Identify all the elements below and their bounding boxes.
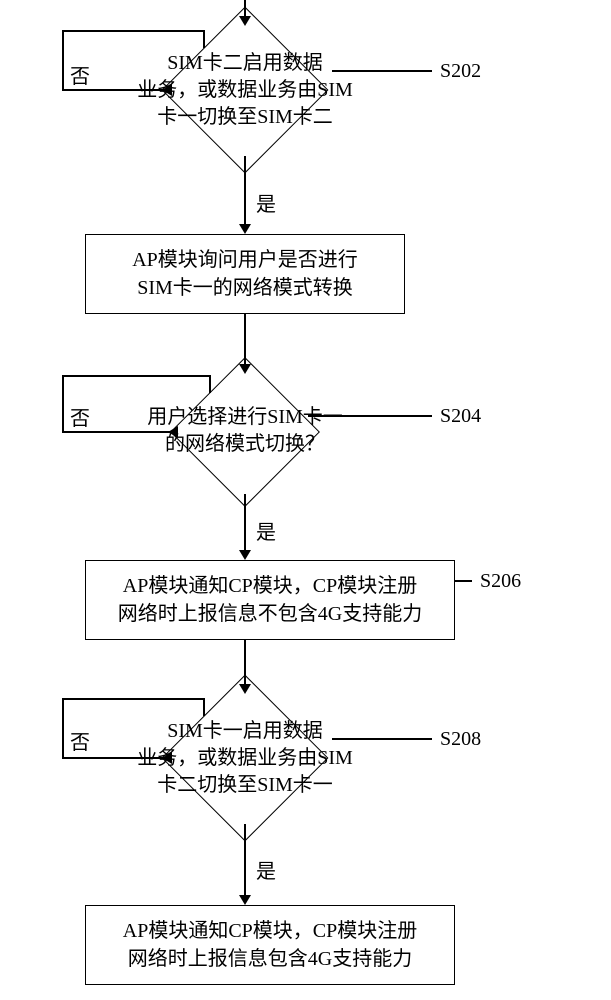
- tag-s206: S206: [480, 570, 521, 593]
- loop3-h1: [62, 757, 172, 759]
- no-label-3: 否: [70, 726, 90, 755]
- edge-r1-d2: [244, 314, 246, 368]
- loop1-v2: [203, 30, 205, 48]
- loop2-arrow: [168, 426, 178, 438]
- arrow-r1-d2: [239, 364, 251, 374]
- loop1-h2: [62, 30, 204, 32]
- arrow-d2-r2: [239, 550, 251, 560]
- flowchart-canvas: SIM卡二启用数据 业务，或数据业务由SIM 卡一切换至SIM卡二 AP模块询问…: [0, 0, 611, 1000]
- yes-label-3: 是: [256, 855, 276, 884]
- arrow-entry-d1: [239, 16, 251, 26]
- tag-s202: S202: [440, 60, 481, 83]
- process-s206: AP模块通知CP模块，CP模块注册 网络时上报信息不包含4G支持能力: [85, 560, 455, 640]
- yes-label-2: 是: [256, 516, 276, 545]
- loop2-v2: [209, 375, 211, 393]
- loop2-h2: [62, 375, 210, 377]
- loop3-v: [62, 698, 64, 758]
- arrow-d1-r1: [239, 224, 251, 234]
- tagline-s204: [308, 415, 432, 417]
- no-label-2: 否: [70, 402, 90, 431]
- loop3-v2: [203, 698, 205, 716]
- edge-d3-r3: [244, 824, 246, 899]
- loop2-h1: [62, 431, 178, 433]
- loop1-v: [62, 30, 64, 90]
- edge-d1-r1: [244, 156, 246, 228]
- tagline-s206: [455, 580, 472, 582]
- yes-label-1: 是: [256, 188, 276, 217]
- loop2-v: [62, 375, 64, 432]
- loop3-arrow: [162, 752, 172, 764]
- tag-s208: S208: [440, 728, 481, 751]
- process-final: AP模块通知CP模块，CP模块注册 网络时上报信息包含4G支持能力: [85, 905, 455, 985]
- loop1-h1: [62, 89, 172, 91]
- arrow-r2-d3: [239, 684, 251, 694]
- tagline-s208: [332, 738, 432, 740]
- loop1-arrow: [162, 84, 172, 96]
- edge-r2-d3: [244, 640, 246, 688]
- no-label-1: 否: [70, 60, 90, 89]
- process-prompt: AP模块询问用户是否进行 SIM卡一的网络模式转换: [85, 234, 405, 314]
- tag-s204: S204: [440, 405, 481, 428]
- edge-d2-r2: [244, 494, 246, 554]
- arrow-d3-r3: [239, 895, 251, 905]
- tagline-s202: [332, 70, 432, 72]
- loop3-h2: [62, 698, 204, 700]
